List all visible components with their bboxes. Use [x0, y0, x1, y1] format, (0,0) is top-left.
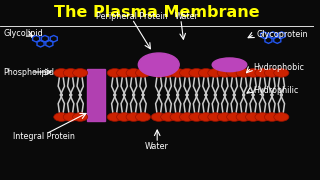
Circle shape [189, 113, 204, 121]
Circle shape [264, 69, 279, 77]
Circle shape [264, 113, 279, 121]
Text: Peripheral Protein: Peripheral Protein [96, 12, 167, 21]
Circle shape [107, 113, 122, 121]
Circle shape [151, 113, 166, 121]
Text: Hydrophobic: Hydrophobic [253, 63, 304, 72]
Circle shape [245, 69, 260, 77]
Circle shape [63, 69, 78, 77]
Circle shape [217, 113, 232, 121]
Circle shape [116, 69, 132, 77]
Circle shape [189, 69, 204, 77]
Text: Water: Water [174, 12, 198, 21]
Text: Water: Water [145, 142, 169, 151]
Circle shape [274, 69, 289, 77]
Circle shape [107, 69, 122, 77]
Circle shape [236, 113, 251, 121]
Circle shape [180, 69, 195, 77]
Circle shape [245, 113, 260, 121]
Circle shape [73, 113, 88, 121]
Circle shape [135, 113, 151, 121]
Text: Glycolipid: Glycolipid [3, 29, 43, 38]
Bar [87, 69, 105, 121]
Circle shape [116, 113, 132, 121]
Circle shape [236, 69, 251, 77]
Circle shape [126, 113, 141, 121]
Circle shape [255, 69, 270, 77]
Circle shape [54, 69, 69, 77]
Circle shape [170, 69, 185, 77]
Text: Glycoprotein: Glycoprotein [256, 30, 308, 39]
Circle shape [54, 113, 69, 121]
Circle shape [217, 69, 232, 77]
Text: Hydrophilic: Hydrophilic [253, 86, 299, 94]
Circle shape [161, 113, 176, 121]
Circle shape [161, 69, 176, 77]
Circle shape [227, 113, 242, 121]
Circle shape [170, 113, 185, 121]
Circle shape [73, 69, 88, 77]
Circle shape [255, 113, 270, 121]
Ellipse shape [212, 58, 247, 72]
Circle shape [208, 113, 223, 121]
Circle shape [138, 53, 179, 76]
Circle shape [227, 69, 242, 77]
Text: The Plasma Membrane: The Plasma Membrane [54, 5, 260, 20]
Circle shape [208, 69, 223, 77]
Circle shape [180, 113, 195, 121]
Circle shape [63, 113, 78, 121]
Circle shape [274, 113, 289, 121]
Circle shape [126, 69, 141, 77]
Circle shape [198, 69, 213, 77]
Text: Integral Protein: Integral Protein [12, 132, 75, 141]
Circle shape [198, 113, 213, 121]
Text: Phospholipid: Phospholipid [3, 68, 54, 76]
Circle shape [151, 69, 166, 77]
Circle shape [135, 69, 151, 77]
